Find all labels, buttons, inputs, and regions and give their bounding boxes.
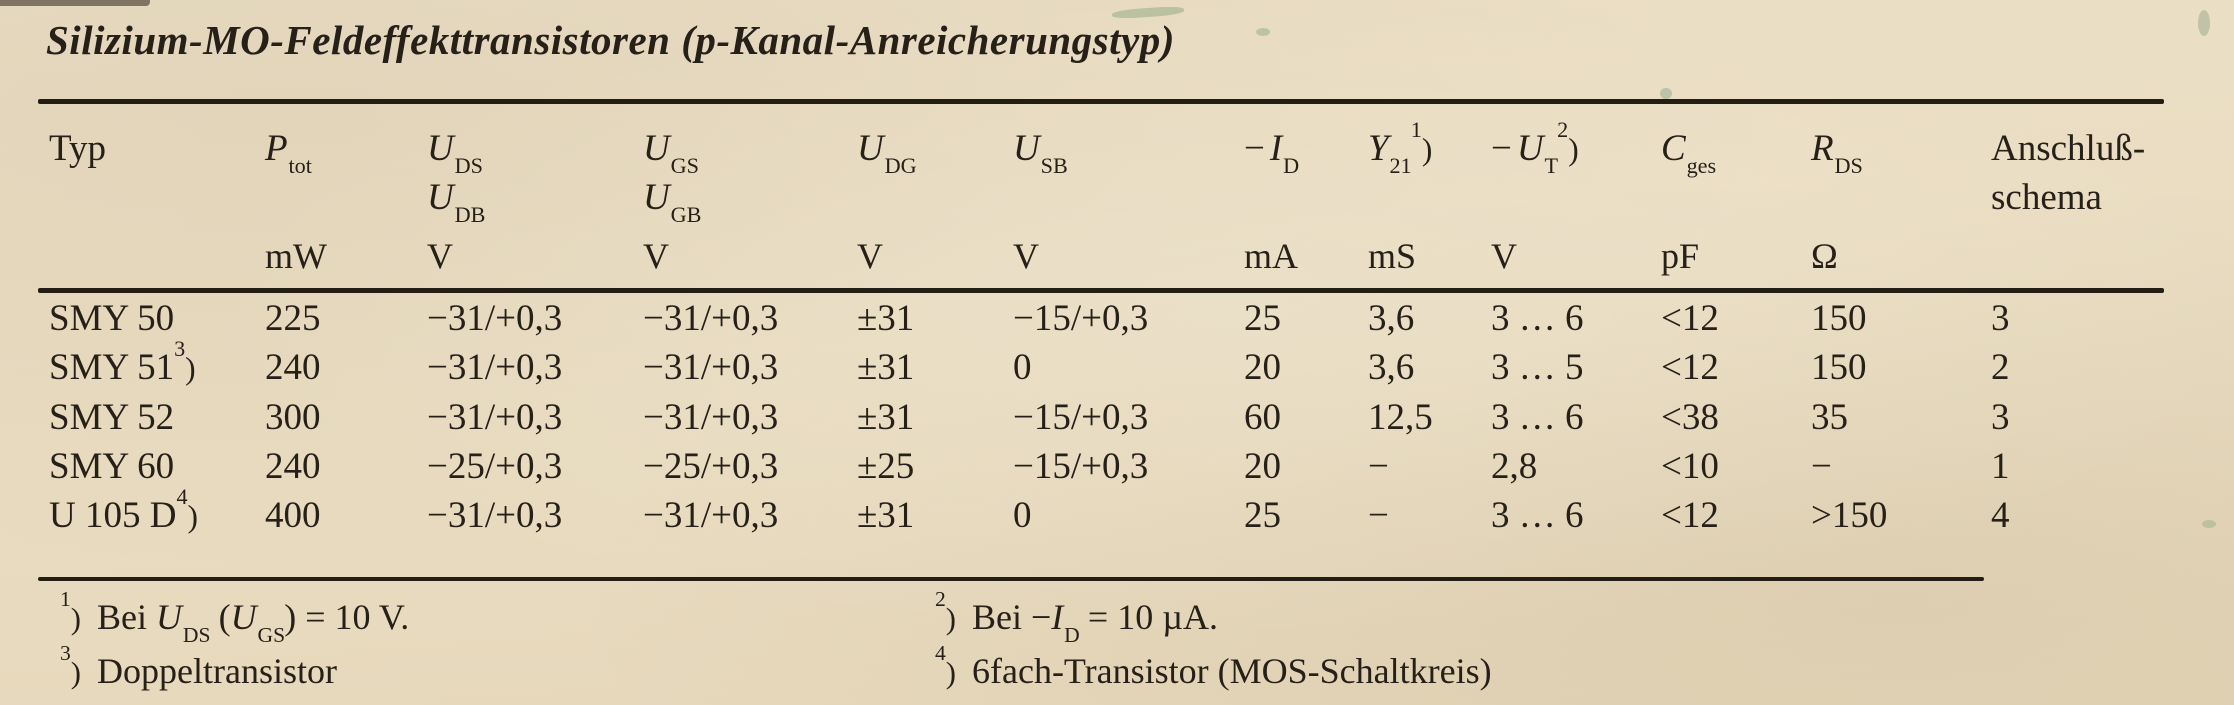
cell-id: 25 bbox=[1244, 495, 1281, 536]
cell-y21: 3,6 bbox=[1368, 347, 1415, 388]
cell-ugs: −25/+0,3 bbox=[643, 446, 779, 487]
col-header-ptot: Ptot mW bbox=[265, 128, 327, 276]
cell-cges: <12 bbox=[1661, 347, 1719, 388]
cell-id: 20 bbox=[1244, 446, 1281, 487]
header-rule bbox=[38, 288, 2164, 293]
cell-ut: 3 … 6 bbox=[1491, 495, 1584, 536]
cell-rds: 35 bbox=[1811, 397, 1848, 438]
cell-typ: U 105 D4) bbox=[49, 483, 199, 536]
col-header-id: − ID mA bbox=[1244, 128, 1300, 276]
footnote-4: 4) 6fach-Transistor (MOS-Schaltkreis) bbox=[935, 641, 1492, 691]
cell-ptot: 400 bbox=[265, 495, 321, 536]
cell-usb: −15/+0,3 bbox=[1013, 446, 1149, 487]
cell-schema: 2 bbox=[1991, 347, 2010, 388]
cell-udg: ±25 bbox=[857, 446, 915, 487]
scan-artifact bbox=[1660, 88, 1672, 99]
cell-schema: 3 bbox=[1991, 397, 2010, 438]
cell-ut: 3 … 5 bbox=[1491, 347, 1584, 388]
cell-typ: SMY 50 bbox=[49, 298, 175, 339]
cell-ut: 3 … 6 bbox=[1491, 397, 1584, 438]
cell-udg: ±31 bbox=[857, 495, 915, 536]
col-header-cges: Cges pF bbox=[1661, 128, 1717, 276]
scan-artifact bbox=[2198, 10, 2210, 36]
page-title: Silizium-MO-Feldeffekttransistoren (p-Ka… bbox=[46, 17, 1175, 63]
cell-ptot: 225 bbox=[265, 298, 321, 339]
table-row-u105d: U 105 D4) 400 −31/+0,3 −31/+0,3 ±31 0 25… bbox=[42, 483, 2154, 541]
cell-ugs: −31/+0,3 bbox=[643, 495, 779, 536]
cell-ugs: −31/+0,3 bbox=[643, 397, 779, 438]
footnote-3: 3) Doppeltransistor bbox=[60, 641, 337, 691]
cell-ugs: −31/+0,3 bbox=[643, 347, 779, 388]
cell-typ: SMY 60 bbox=[49, 446, 175, 487]
cell-y21: − bbox=[1368, 446, 1389, 487]
cell-ugs: −31/+0,3 bbox=[643, 298, 779, 339]
cell-usb: −15/+0,3 bbox=[1013, 397, 1149, 438]
cell-rds: 150 bbox=[1811, 347, 1867, 388]
table-bottom-rule bbox=[38, 577, 1984, 581]
col-header-usb: USB V bbox=[1013, 128, 1068, 276]
cell-rds: 150 bbox=[1811, 298, 1867, 339]
cell-ut: 2,8 bbox=[1491, 446, 1538, 487]
table-row-smy51: SMY 513) 240 −31/+0,3 −31/+0,3 ±31 0 20 … bbox=[42, 335, 2154, 393]
cell-typ: SMY 513) bbox=[49, 335, 196, 388]
col-header-rds: RDS Ω bbox=[1811, 128, 1863, 276]
cell-uds: −31/+0,3 bbox=[427, 347, 563, 388]
table-row-smy52: SMY 52 300 −31/+0,3 −31/+0,3 ±31 −15/+0,… bbox=[42, 393, 2154, 442]
cell-id: 20 bbox=[1244, 347, 1281, 388]
cell-rds: − bbox=[1811, 446, 1832, 487]
cell-uds: −31/+0,3 bbox=[427, 298, 563, 339]
scan-artifact bbox=[1256, 28, 1270, 36]
cell-usb: 0 bbox=[1013, 347, 1032, 388]
footnote-2: 2) Bei −ID = 10 µA. bbox=[935, 587, 1218, 647]
col-header-typ: Typ bbox=[49, 128, 107, 169]
cell-id: 60 bbox=[1244, 397, 1281, 438]
transistor-spec-table: Typ Ptot mW UDS UDB V UGS UGB V bbox=[42, 104, 2154, 541]
cell-cges: <12 bbox=[1661, 495, 1719, 536]
cell-id: 25 bbox=[1244, 298, 1281, 339]
col-header-y21: Y211) mS bbox=[1368, 116, 1433, 276]
cell-ptot: 300 bbox=[265, 397, 321, 438]
col-header-udg: UDG V bbox=[857, 128, 917, 276]
cell-y21: − bbox=[1368, 495, 1389, 536]
col-header-anschlussschema: Anschluß- schema bbox=[1991, 128, 2146, 218]
col-header-ugs: UGS UGB V bbox=[643, 128, 702, 276]
cell-ptot: 240 bbox=[265, 446, 321, 487]
cell-y21: 12,5 bbox=[1368, 397, 1433, 438]
cell-udg: ±31 bbox=[857, 397, 915, 438]
scan-artifact bbox=[2202, 520, 2216, 528]
col-header-uds: UDS UDB V bbox=[427, 128, 486, 276]
cell-udg: ±31 bbox=[857, 347, 915, 388]
cell-cges: <10 bbox=[1661, 446, 1719, 487]
table-row-smy60: SMY 60 240 −25/+0,3 −25/+0,3 ±25 −15/+0,… bbox=[42, 442, 2154, 491]
cell-udg: ±31 bbox=[857, 298, 915, 339]
cell-schema: 3 bbox=[1991, 298, 2010, 339]
title-rule bbox=[38, 99, 2164, 104]
cell-ptot: 240 bbox=[265, 347, 321, 388]
cell-schema: 1 bbox=[1991, 446, 2010, 487]
cell-uds: −31/+0,3 bbox=[427, 397, 563, 438]
table-header-row: Typ Ptot mW UDS UDB V UGS UGB V bbox=[42, 104, 2154, 276]
cell-rds: >150 bbox=[1811, 495, 1888, 536]
cell-usb: 0 bbox=[1013, 495, 1032, 536]
cell-cges: <12 bbox=[1661, 298, 1719, 339]
cell-uds: −31/+0,3 bbox=[427, 495, 563, 536]
cell-ut: 3 … 6 bbox=[1491, 298, 1584, 339]
cell-y21: 3,6 bbox=[1368, 298, 1415, 339]
col-header-ut: − UT2) V bbox=[1491, 116, 1579, 276]
cell-typ: SMY 52 bbox=[49, 397, 175, 438]
cell-cges: <38 bbox=[1661, 397, 1719, 438]
footnote-1: 1) Bei UDS (UGS) = 10 V. bbox=[60, 587, 410, 647]
cell-schema: 4 bbox=[1991, 495, 2010, 536]
scan-edge-smudge bbox=[0, 0, 150, 6]
footnotes: 1) Bei UDS (UGS) = 10 V. 2) Bei −ID = 10 µ… bbox=[60, 587, 1492, 698]
table-row-smy50: SMY 50 225 −31/+0,3 −31/+0,3 ±31 −15/+0,… bbox=[42, 276, 2154, 343]
cell-usb: −15/+0,3 bbox=[1013, 298, 1149, 339]
cell-uds: −25/+0,3 bbox=[427, 446, 563, 487]
